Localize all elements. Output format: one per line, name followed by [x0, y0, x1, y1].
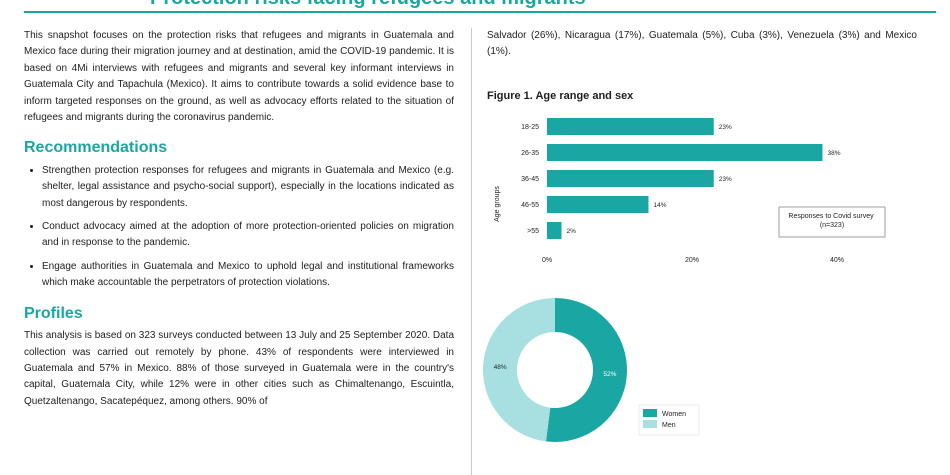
intro-paragraph: This snapshot focuses on the protection … — [24, 30, 454, 124]
bar — [547, 170, 714, 187]
recommendation-item: Engage authorities in Guatemala and Mexi… — [42, 259, 454, 292]
category-label: 26-35 — [521, 150, 539, 157]
age-bar-chart: Age groups 18-25 23% 26-35 38% 36-45 23% 46-55… — [494, 118, 886, 264]
profiles-paragraph: This analysis is based on 323 surveys co… — [24, 330, 454, 407]
slice-label: 52% — [603, 371, 616, 378]
profiles-heading: Profiles — [24, 304, 83, 322]
x-tick-label: 20% — [685, 257, 699, 264]
slice-label: 48% — [494, 364, 507, 371]
sex-donut-chart: 52% 48% Women Men — [482, 298, 700, 442]
data-label: 38% — [828, 150, 841, 157]
data-label: 23% — [719, 124, 732, 131]
category-label: 46-55 — [521, 202, 539, 209]
legend-label: Women — [662, 411, 686, 418]
x-tick-label: 0% — [542, 257, 552, 264]
figure-title: Figure 1. Age range and sex — [487, 90, 634, 102]
category-label: 36-45 — [521, 176, 539, 183]
legend-label: Men — [662, 422, 676, 429]
bar — [547, 196, 649, 213]
right-column-text: Salvador (26%), Nicaragua (17%), Guatema… — [487, 30, 917, 58]
bar — [547, 118, 714, 135]
page-title: Protection risks facing refugees and mig… — [150, 0, 586, 9]
recommendation-item: Conduct advocacy aimed at the adoption o… — [42, 219, 454, 252]
header-rule — [24, 11, 936, 13]
column-divider — [471, 28, 472, 475]
category-label: 18-25 — [521, 124, 539, 131]
recommendations-list: Strengthen protection responses for refu… — [24, 163, 454, 292]
data-label: 14% — [654, 202, 667, 209]
pie-slice — [545, 298, 627, 442]
data-label: 23% — [719, 176, 732, 183]
pie-slice — [482, 298, 555, 442]
data-label: 2% — [567, 228, 577, 235]
y-axis-label: Age groups — [494, 186, 501, 222]
left-column: This snapshot focuses on the protection … — [24, 28, 454, 410]
note-text: Responses to Covid survey (n=323) — [788, 213, 875, 229]
recommendations-heading: Recommendations — [24, 139, 168, 157]
bar — [547, 144, 823, 161]
legend-swatch — [643, 420, 657, 428]
category-label: >55 — [527, 228, 539, 235]
legend-swatch — [643, 409, 657, 417]
bar — [547, 222, 562, 239]
recommendation-item: Strengthen protection responses for refu… — [42, 163, 454, 212]
note-box: Responses to Covid survey (n=323) — [778, 206, 886, 238]
x-tick-label: 40% — [830, 257, 844, 264]
legend-box — [638, 404, 700, 436]
